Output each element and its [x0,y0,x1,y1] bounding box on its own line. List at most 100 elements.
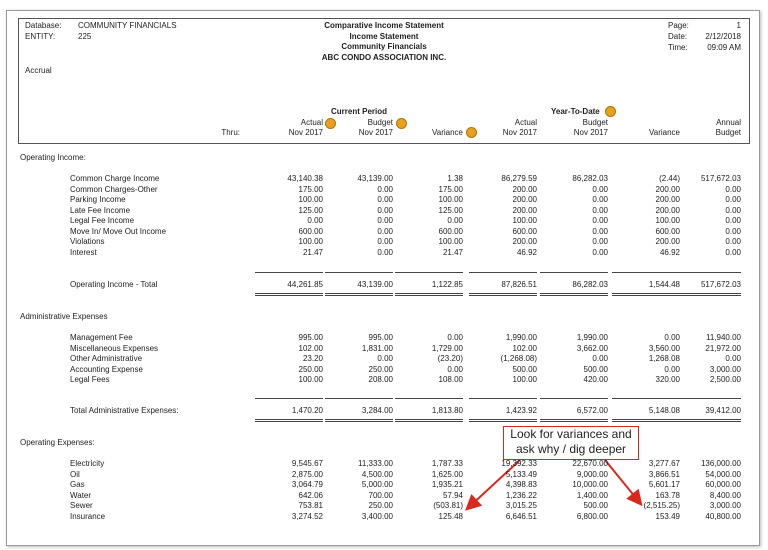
info-icon [605,106,616,117]
rule [673,398,741,399]
header-value: 1 [736,21,741,30]
rule [395,293,463,294]
cell-value: 175.00 [298,184,323,194]
cell-value: 3,274.52 [291,511,323,521]
column-header: Nov 2017 [288,128,323,137]
cell-value: 40,800.00 [705,511,741,521]
cell-value: 60,000.00 [705,480,741,489]
cell-value: 100.00 [655,216,680,225]
cell-value: 0.00 [725,205,741,215]
rule [673,421,741,422]
header-label: Time: [668,43,688,52]
row-label: Insurance [70,511,106,521]
column-header: Nov 2017 [502,128,537,137]
cell-value: 100.00 [438,237,463,246]
rule [469,293,537,294]
report-title: Comparative Income Statement [324,21,444,30]
cell-value: 1,990.00 [505,333,537,342]
rule [612,419,680,420]
cell-value: 100.00 [298,195,323,204]
rule [612,272,680,273]
annotation-line: Look for variances and [510,427,632,441]
cell-value: 1,400.00 [576,490,608,500]
cell-value: 500.00 [512,364,537,374]
rule [395,421,463,422]
cell-value: 0.00 [725,237,741,246]
page-frame [6,10,760,546]
rule [255,419,323,420]
cell-value: 0.00 [377,237,393,246]
rule [673,295,741,296]
row-label: Accounting Expense [70,364,143,374]
cell-value: 11,333.00 [358,459,393,468]
row-label: Legal Fee Income [70,216,135,225]
column-header: Nov 2017 [573,128,608,137]
total-value: 1,122.85 [431,280,463,289]
section-title: Administrative Expenses [20,312,108,321]
cell-value: 125.00 [298,205,323,215]
header-label: Date: [668,32,688,41]
header-box [18,18,750,144]
rule [469,272,537,273]
cell-value: 200.00 [512,184,537,194]
cell-value: 0.00 [592,237,608,246]
cell-value: 0.00 [377,195,393,204]
cell-value: 0.00 [377,226,393,236]
cell-value: 600.00 [655,226,680,236]
cell-value: 0.00 [377,205,393,215]
cell-value: 995.00 [298,333,323,342]
cell-value: 0.00 [725,247,741,257]
header-label: ENTITY: [25,32,56,41]
cell-value: 0.00 [447,364,463,374]
cell-value: 0.00 [592,354,608,363]
cell-value: 1,729.00 [431,343,463,353]
rule [540,272,608,273]
info-icon [325,118,336,129]
cell-value: 4,398.83 [505,480,537,489]
cell-value: 46.92 [516,247,537,257]
column-header: Variance [432,128,463,137]
total-value: 1,423.92 [505,406,537,415]
header-value: COMMUNITY FINANCIALS [78,21,177,30]
cell-value: 125.00 [438,205,463,215]
cell-value: 250.00 [368,501,393,510]
cell-value: 700.00 [368,490,393,500]
rule [469,295,537,296]
cell-value: 21.47 [302,247,323,257]
cell-value: 600.00 [438,226,463,236]
cell-value: 100.00 [298,237,323,246]
cell-value: 10,000.00 [572,480,608,489]
rule [540,295,608,296]
report-title: ABC CONDO ASSOCIATION INC. [321,52,447,62]
basis: Accrual [25,66,52,75]
cell-value: 0.00 [592,247,608,257]
column-group: Current Period [331,107,388,116]
row-label: Oil [70,469,80,479]
cell-value: 136,000.00 [700,459,741,468]
rule [673,272,741,273]
rule [469,419,537,420]
cell-value: (1,268.08) [500,354,537,363]
rule [673,293,741,294]
cell-value: 1,625.00 [431,469,463,479]
rule [325,419,393,420]
rule [612,295,680,296]
cell-value: 200.00 [655,195,680,204]
total-value: 44,261.85 [287,280,323,289]
row-label: Electricity [70,459,105,468]
rule [255,293,323,294]
cell-value: 3,015.25 [505,501,537,510]
cell-value: 6,646.51 [505,511,537,521]
cell-value: 0.00 [592,184,608,194]
row-label: Other Administrative [70,354,143,363]
section-title: Operating Income: [20,153,86,162]
rule [255,421,323,422]
rule [612,421,680,422]
total-value: 517,672.03 [700,280,741,289]
column-header: Budget [715,128,741,137]
cell-value: 250.00 [368,364,393,374]
cell-value: 21.47 [442,247,463,257]
row-label: Legal Fees [70,375,110,384]
cell-value: 2,500.00 [709,375,741,384]
